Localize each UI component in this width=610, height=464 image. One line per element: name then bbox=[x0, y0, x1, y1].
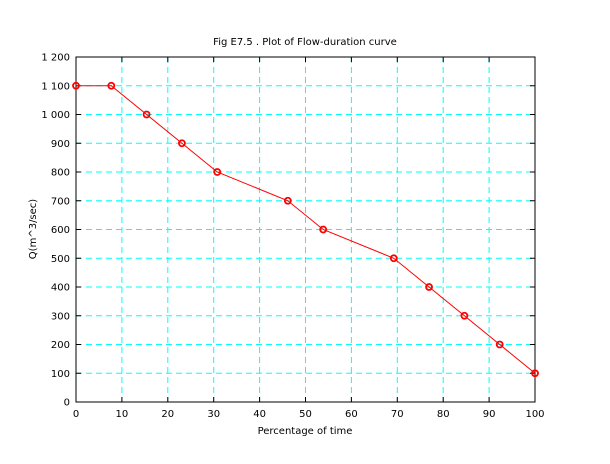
x-tick-label: 10 bbox=[116, 409, 129, 420]
y-tick-label: 200 bbox=[51, 340, 70, 351]
y-tick-label: 1 200 bbox=[41, 53, 70, 64]
y-tick-label: 600 bbox=[51, 225, 70, 236]
y-tick-label: 700 bbox=[51, 196, 70, 207]
data-point bbox=[178, 139, 186, 148]
data-series bbox=[72, 81, 539, 378]
x-tick-label: 70 bbox=[391, 409, 404, 420]
x-tick-label: 40 bbox=[253, 409, 266, 420]
y-tick-label: 100 bbox=[51, 369, 70, 380]
data-point bbox=[213, 168, 222, 176]
data-point bbox=[389, 254, 398, 263]
y-tick-label: 1 000 bbox=[41, 110, 70, 121]
x-tick-label: 60 bbox=[345, 409, 358, 420]
data-point bbox=[460, 311, 469, 320]
x-axis-label: Percentage of time bbox=[258, 426, 353, 437]
chart-title: Fig E7.5 . Plot of Flow-duration curve bbox=[213, 37, 397, 48]
grid bbox=[76, 57, 535, 402]
y-tick-label: 400 bbox=[51, 283, 70, 294]
y-tick-label: 500 bbox=[51, 254, 70, 265]
data-point bbox=[319, 225, 328, 234]
axis-ticks: 0 10 20 30 40 50 60 70 80 90 100 0 100 200 300 400 500 60… bbox=[41, 53, 544, 421]
y-axis-label: Q(m^3/sec) bbox=[28, 199, 39, 259]
y-tick-label: 800 bbox=[51, 168, 70, 179]
x-tick-label: 100 bbox=[525, 409, 544, 420]
x-tick-label: 30 bbox=[207, 409, 220, 420]
y-tick-label: 300 bbox=[51, 311, 70, 322]
data-point bbox=[72, 81, 80, 90]
data-point bbox=[107, 81, 116, 90]
data-point bbox=[495, 340, 504, 349]
x-tick-label: 90 bbox=[483, 409, 496, 420]
data-point bbox=[142, 110, 151, 119]
y-tick-label: 0 bbox=[64, 398, 70, 409]
series-line bbox=[76, 85, 536, 374]
x-tick-label: 80 bbox=[437, 409, 450, 420]
data-point bbox=[531, 369, 539, 378]
x-tick-label: 0 bbox=[73, 409, 79, 420]
y-tick-label: 900 bbox=[51, 139, 70, 150]
y-tick-label: 1 100 bbox=[41, 81, 70, 92]
data-point bbox=[425, 283, 433, 291]
x-tick-label: 20 bbox=[161, 409, 174, 420]
x-tick-label: 50 bbox=[299, 409, 312, 420]
data-point bbox=[283, 196, 292, 205]
